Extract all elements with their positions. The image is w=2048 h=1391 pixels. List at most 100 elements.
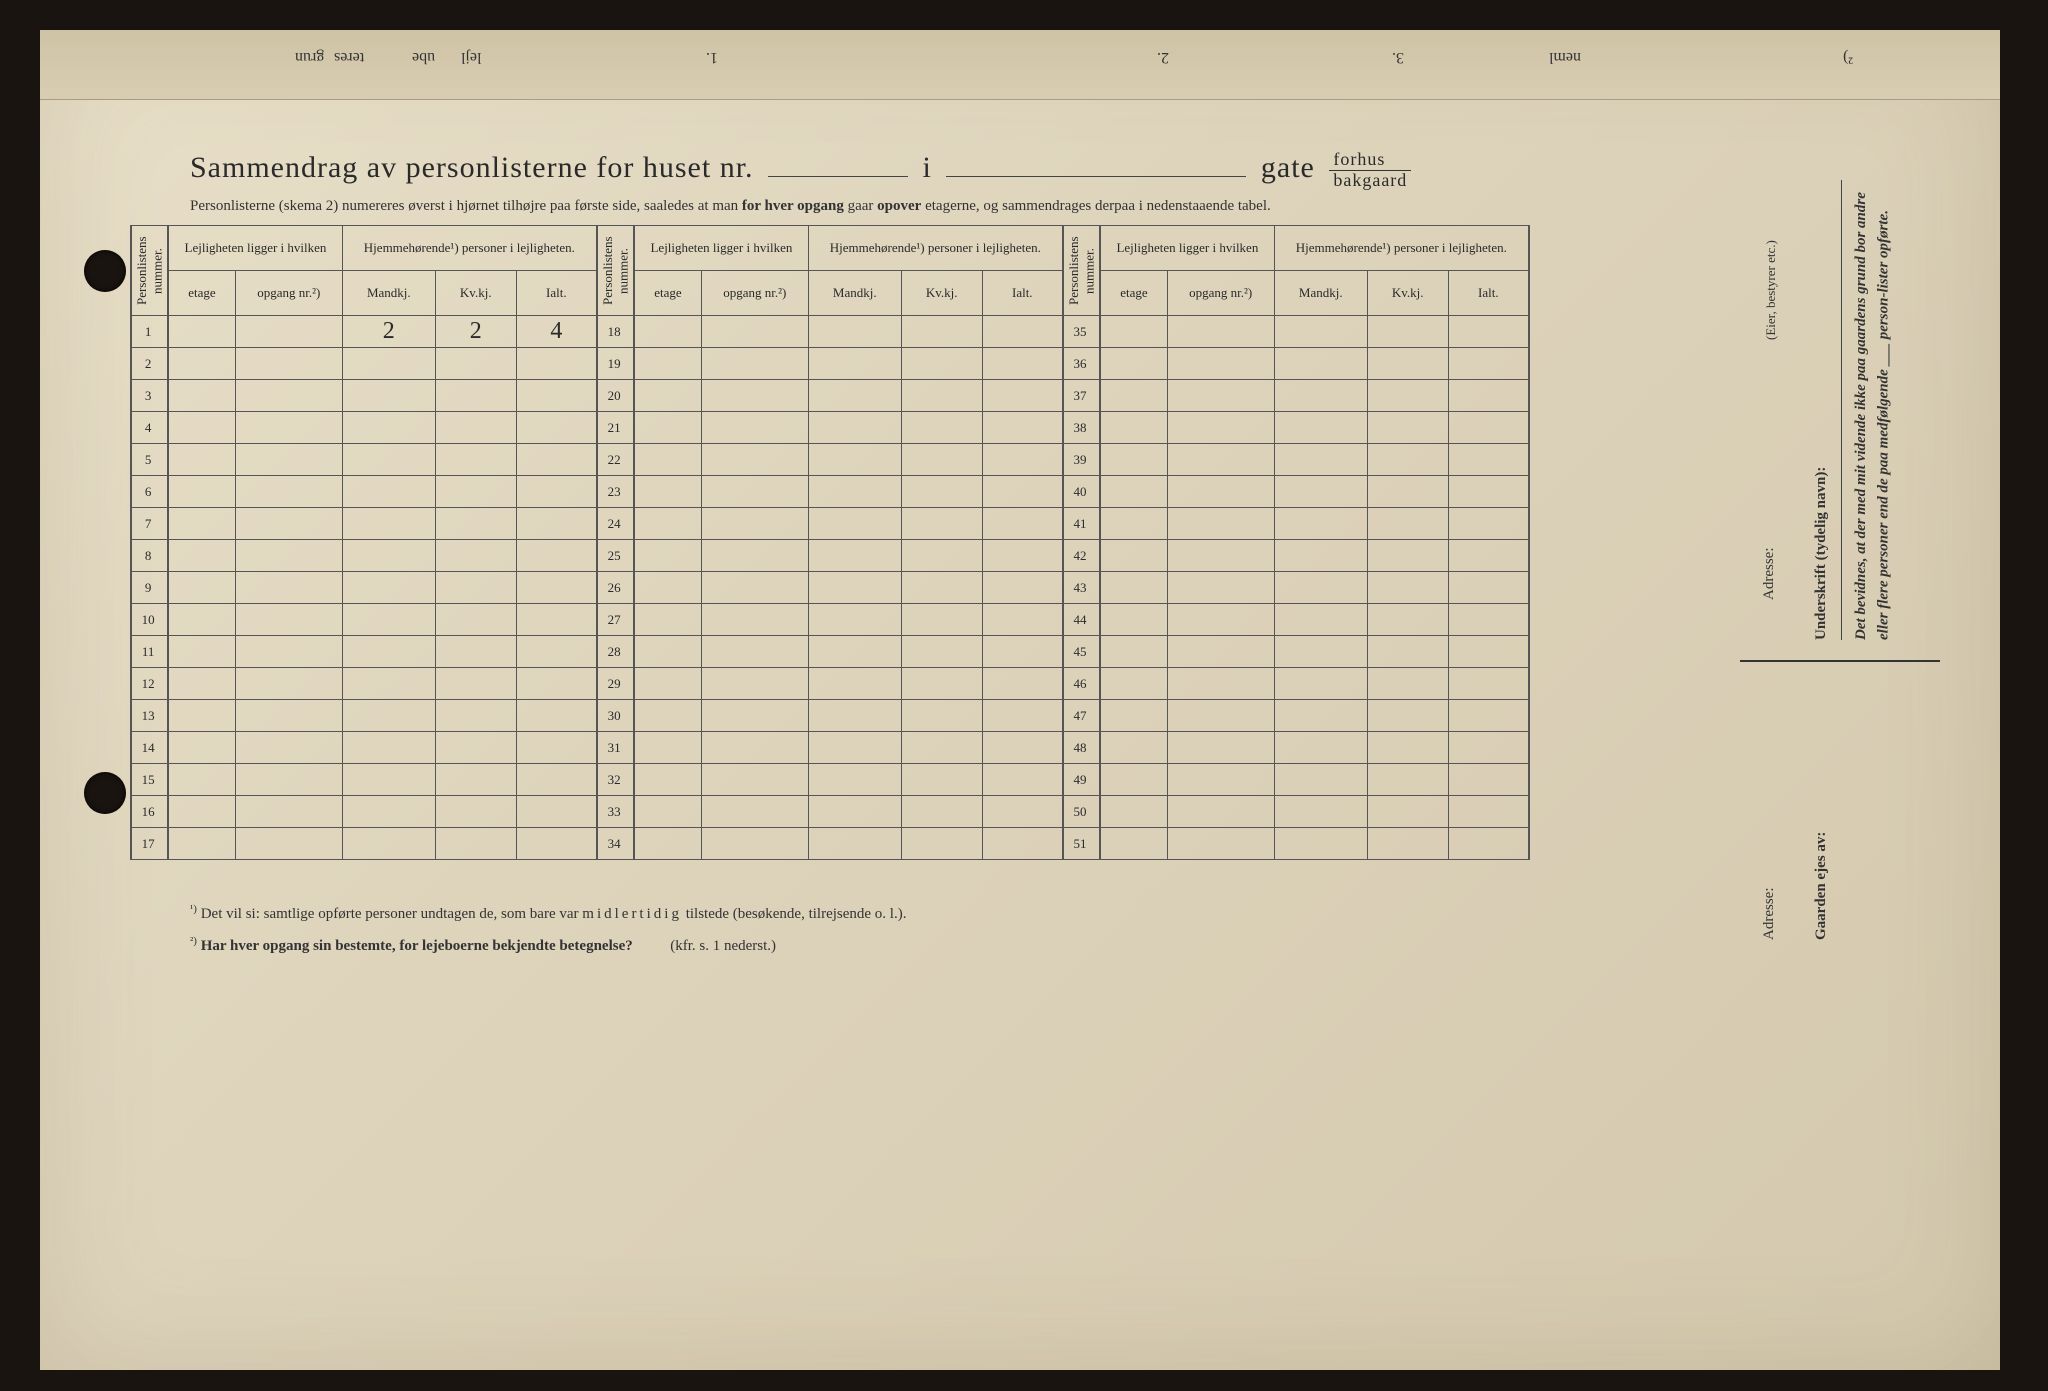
table-cell — [435, 604, 516, 636]
table-cell — [435, 572, 516, 604]
table-cell — [1274, 380, 1367, 412]
table-cell — [168, 636, 235, 668]
table-cell — [1367, 444, 1448, 476]
table-cell — [808, 476, 901, 508]
row-number: 29 — [597, 668, 634, 700]
table-cell — [808, 668, 901, 700]
table-cell — [1448, 444, 1529, 476]
table-cell — [342, 796, 435, 828]
table-cell — [1367, 796, 1448, 828]
table-cell — [1274, 444, 1367, 476]
table-cell — [168, 700, 235, 732]
col-personlistens-nummer: Personlistens nummer. — [131, 226, 168, 316]
table-cell — [901, 540, 982, 572]
col-hjemme: Hjemmehørende¹) personer i lejligheten. — [1274, 226, 1529, 271]
table-row: 143148 — [131, 732, 1529, 764]
table-cell — [808, 380, 901, 412]
row-number: 45 — [1063, 636, 1100, 668]
col-lejligheten: Lejligheten ligger i hvilken — [1100, 226, 1274, 271]
col-mandkj: Mandkj. — [808, 271, 901, 316]
table-cell — [808, 636, 901, 668]
table-cell — [342, 668, 435, 700]
row-number: 38 — [1063, 412, 1100, 444]
row-number: 13 — [131, 700, 168, 732]
table-cell — [168, 476, 235, 508]
table-cell — [982, 444, 1063, 476]
margin-mark: ²) — [1843, 48, 1853, 66]
table-cell — [435, 668, 516, 700]
table-cell — [342, 444, 435, 476]
footnotes: ¹) Det vil si: samtlige opførte personer… — [190, 900, 1390, 964]
row-number: 7 — [131, 508, 168, 540]
table-cell — [1100, 412, 1167, 444]
table-cell — [701, 540, 808, 572]
page-title: Sammendrag av personlisterne for huset n… — [190, 150, 1780, 191]
table-cell — [235, 316, 342, 348]
table-cell — [1367, 380, 1448, 412]
table-cell — [1100, 380, 1167, 412]
footnote-2-sup: ²) — [190, 935, 197, 947]
table-cell — [1448, 540, 1529, 572]
table-cell — [1448, 316, 1529, 348]
margin-mark: teres — [334, 48, 364, 66]
table-cell — [1100, 508, 1167, 540]
table-cell — [1100, 732, 1167, 764]
table-cell — [808, 700, 901, 732]
table-cell — [516, 668, 597, 700]
table-cell — [1367, 700, 1448, 732]
table-cell — [901, 764, 982, 796]
table-cell — [235, 412, 342, 444]
table-cell — [516, 732, 597, 764]
table-cell — [634, 508, 701, 540]
table-cell — [168, 604, 235, 636]
table-row: 133047 — [131, 700, 1529, 732]
table-cell — [168, 316, 235, 348]
col-kvkj: Kv.kj. — [435, 271, 516, 316]
punch-hole — [84, 250, 126, 292]
table-cell — [1167, 444, 1274, 476]
table-cell — [1367, 316, 1448, 348]
row-number: 30 — [597, 700, 634, 732]
footnote-2-ref: (kfr. s. 1 nederst.) — [670, 938, 776, 954]
row-number: 31 — [597, 732, 634, 764]
row-number: 41 — [1063, 508, 1100, 540]
table-cell — [1100, 540, 1167, 572]
table-cell — [1274, 668, 1367, 700]
row-number: 43 — [1063, 572, 1100, 604]
table-cell — [1100, 796, 1167, 828]
row-number: 48 — [1063, 732, 1100, 764]
table-cell — [1100, 444, 1167, 476]
col-opgang: opgang nr.²) — [235, 271, 342, 316]
table-cell — [235, 764, 342, 796]
table-cell — [1448, 412, 1529, 444]
attestation-text: Det bevidnes, at der med mit vidende ikk… — [1850, 180, 1940, 640]
row-number: 40 — [1063, 476, 1100, 508]
footnote-1-text: Det vil si: samtlige opførte personer un… — [201, 906, 907, 922]
row-number: 32 — [597, 764, 634, 796]
table-cell — [1167, 700, 1274, 732]
table-cell — [342, 476, 435, 508]
col-mandkj: Mandkj. — [342, 271, 435, 316]
row-number: 25 — [597, 540, 634, 572]
table-cell — [634, 764, 701, 796]
table-cell — [634, 796, 701, 828]
table-cell — [1367, 732, 1448, 764]
table-cell — [235, 348, 342, 380]
table-cell — [1448, 572, 1529, 604]
table-cell — [701, 732, 808, 764]
table-cell — [634, 668, 701, 700]
table-cell — [1167, 412, 1274, 444]
table-cell — [1448, 732, 1529, 764]
table-cell — [901, 348, 982, 380]
row-number: 46 — [1063, 668, 1100, 700]
table-cell — [701, 764, 808, 796]
table-cell — [634, 636, 701, 668]
table-cell — [435, 732, 516, 764]
table-cell — [435, 828, 516, 860]
table-cell — [701, 604, 808, 636]
table-cell — [808, 316, 901, 348]
col-kvkj: Kv.kj. — [901, 271, 982, 316]
margin-mark: 3. — [1392, 48, 1404, 66]
row-number: 44 — [1063, 604, 1100, 636]
document-page: grunteresubelejl1.2.3.neml²) Sammendrag … — [40, 30, 2000, 1370]
